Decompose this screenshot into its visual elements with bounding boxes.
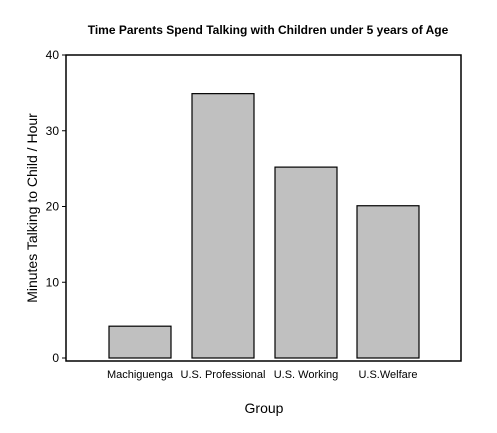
bar-0 (108, 325, 172, 359)
x-tick-label: Machiguenga (107, 369, 174, 381)
bar-3 (356, 205, 420, 359)
x-tick-label: U.S.Welfare (358, 369, 417, 381)
y-tick-label: 30 (46, 124, 60, 138)
y-tick-label: 10 (46, 275, 60, 289)
bar-2 (274, 166, 338, 359)
bars-group (108, 93, 420, 359)
bar-1 (191, 93, 255, 359)
plot-frame (65, 54, 462, 362)
y-tick-label: 20 (46, 200, 60, 214)
y-tick-label: 40 (46, 48, 60, 62)
chart-title: Time Parents Spend Talking with Children… (88, 23, 449, 37)
y-axis-ticks: 0 10 20 30 40 (46, 48, 66, 365)
x-tick-label: U.S. Professional (181, 369, 266, 381)
y-tick-label: 0 (52, 351, 59, 365)
x-tick-label: U.S. Working (274, 369, 339, 381)
x-axis-label: Group (245, 400, 284, 416)
y-axis-label: Minutes Talking to Child / Hour (24, 113, 40, 303)
x-axis-tick-labels: Machiguenga U.S. Professional U.S. Working… (107, 369, 418, 381)
